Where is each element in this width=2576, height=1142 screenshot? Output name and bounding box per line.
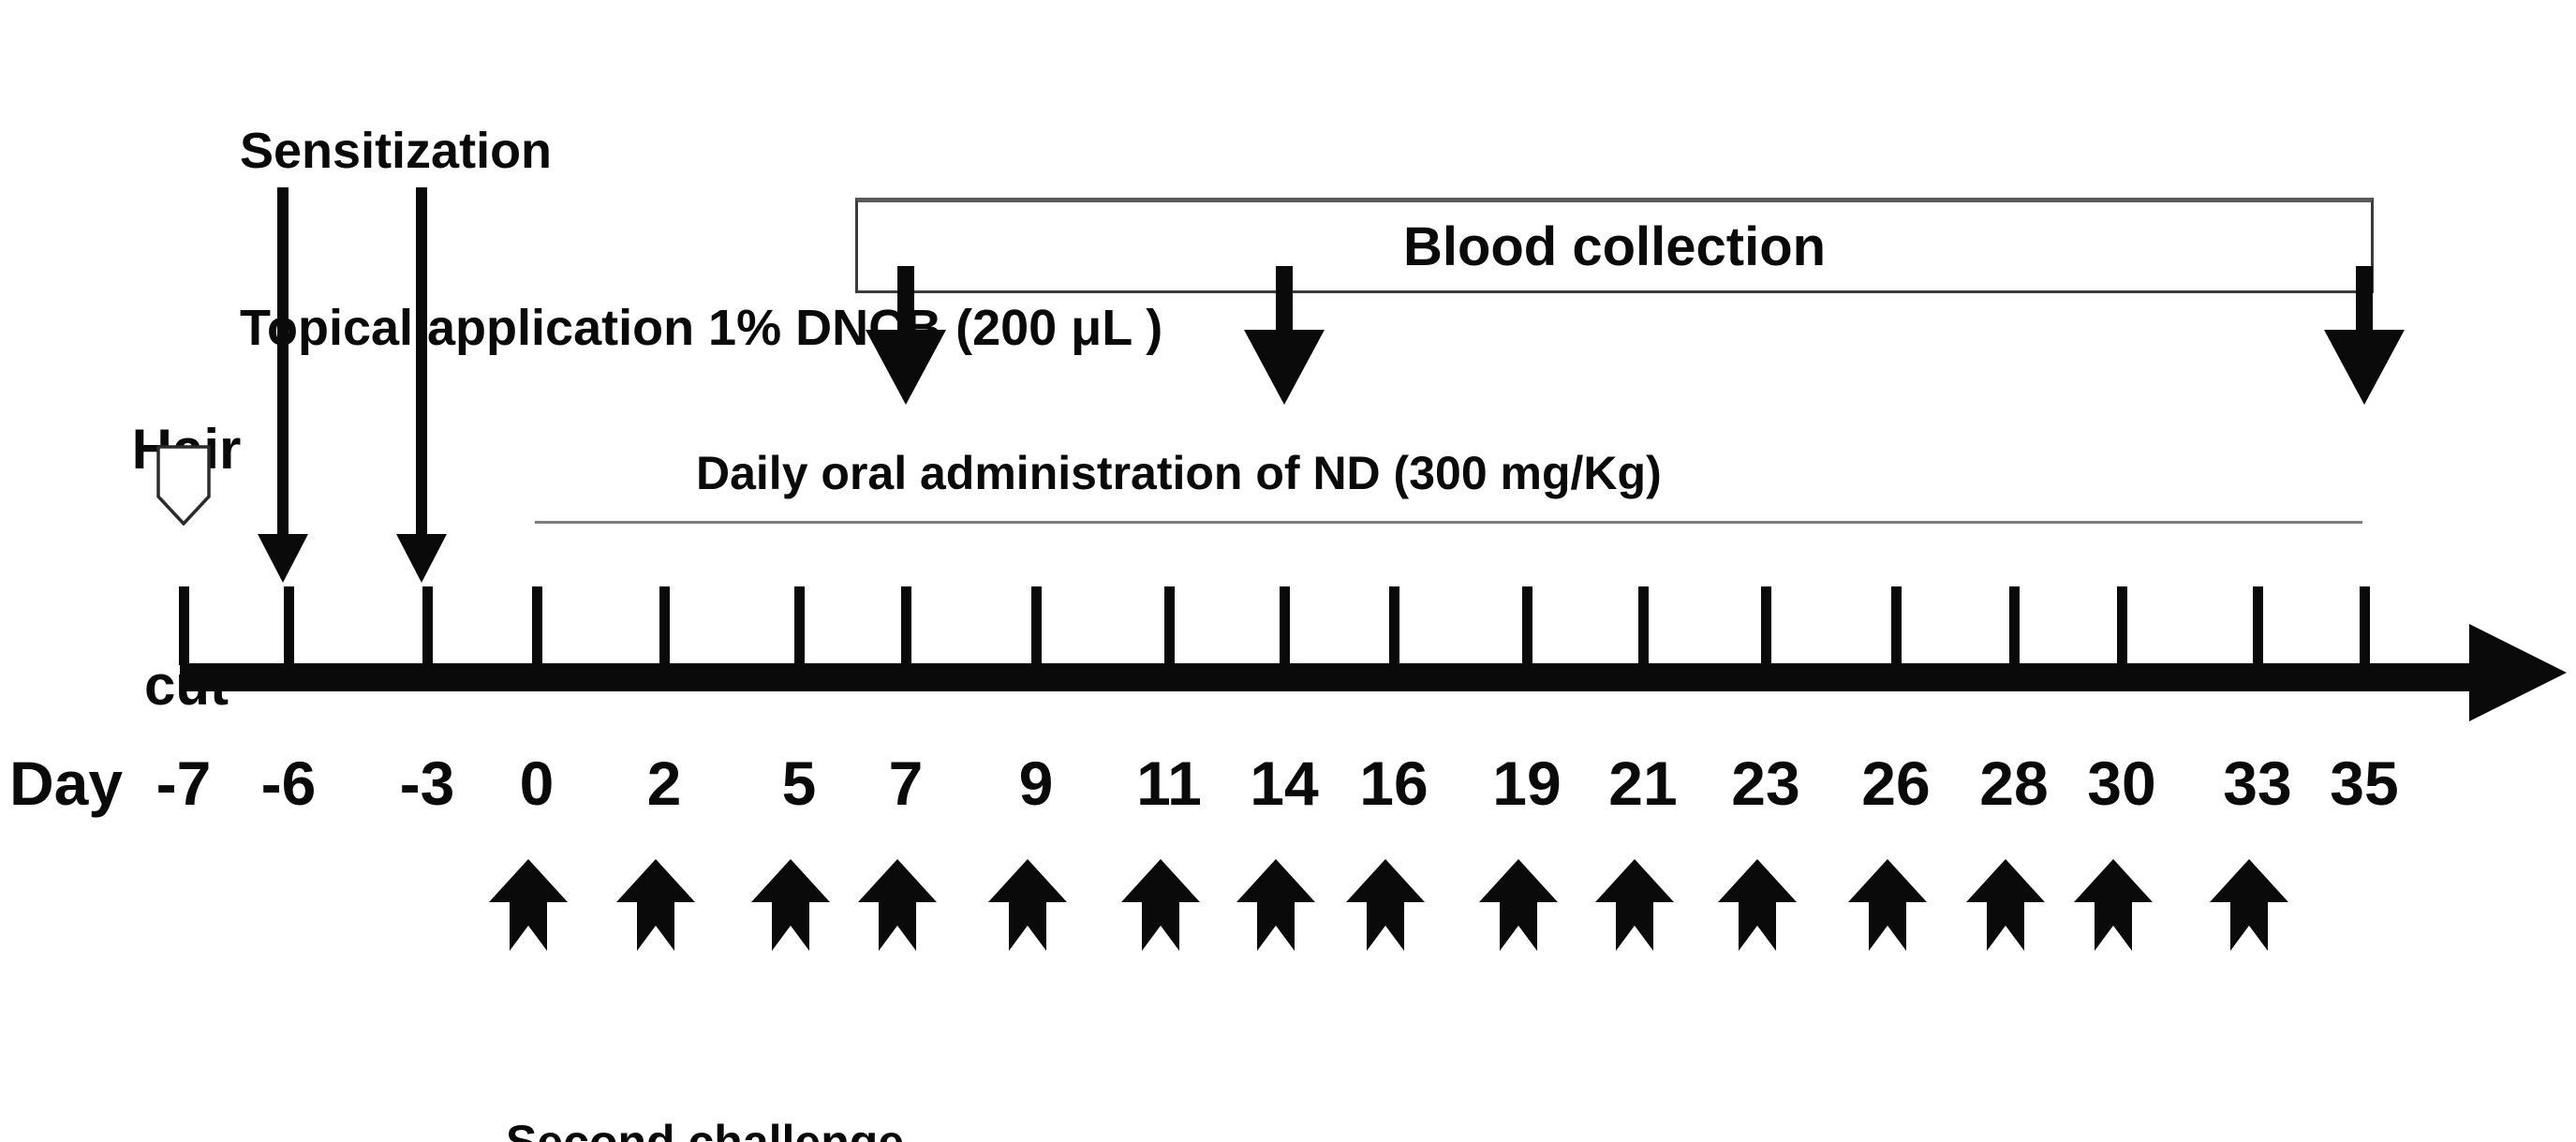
arrow-stem	[1276, 266, 1293, 334]
timeline-axis-bar	[180, 663, 2473, 691]
sensitization-title: Sensitization	[240, 123, 553, 179]
timeline-tick	[2360, 586, 2370, 665]
challenge-up-arrow-icon	[1848, 859, 1927, 951]
timeline-tick	[284, 586, 294, 665]
timeline-tick	[794, 586, 805, 665]
timeline-day-label: 19	[1492, 749, 1562, 818]
challenge-up-arrow-icon	[616, 859, 695, 951]
arrow-head	[1244, 330, 1325, 405]
day-axis-label: Day	[9, 749, 124, 818]
timeline-day-label: 26	[1861, 749, 1931, 818]
sensitization-caption: Sensitization Topical application 1% DNC…	[240, 4, 1162, 476]
timeline-day-label: 9	[1018, 749, 1054, 818]
blood-collection-label: Blood collection	[1402, 215, 1827, 277]
challenge-up-arrow-icon	[751, 859, 830, 951]
second-challenge-title: Second challenge	[506, 1116, 905, 1142]
timeline-day-label: -3	[399, 749, 455, 818]
timeline-day-label: 11	[1136, 749, 1202, 818]
sensitization-detail: Topical application 1% DNCB (200 μL )	[240, 300, 1163, 356]
arrow-head	[2324, 330, 2405, 405]
timeline-day-label: 28	[1979, 749, 2049, 818]
challenge-up-arrow-icon	[858, 859, 937, 951]
timeline-day-label: 30	[2087, 749, 2156, 818]
arrow-head	[866, 330, 946, 405]
challenge-up-arrow-icon	[1121, 859, 1200, 951]
challenge-up-arrow-icon	[1966, 859, 2045, 951]
timeline-day-label: -7	[155, 749, 212, 818]
arrow-head	[258, 534, 308, 583]
arrow-stem	[277, 187, 289, 541]
timeline-day-label: 7	[888, 749, 924, 818]
arrow-stem	[416, 187, 427, 541]
arrow-head	[396, 534, 447, 583]
challenge-up-arrow-icon	[2210, 859, 2288, 951]
arrow-stem	[2356, 266, 2373, 334]
sensitization-down-arrow-icon	[396, 187, 447, 583]
timeline-tick	[659, 586, 670, 665]
timeline-arrowhead-icon	[2469, 624, 2567, 721]
challenge-up-arrow-icon	[988, 859, 1067, 951]
timeline-day-label: 21	[1608, 749, 1678, 818]
hair-cut-marker-icon	[156, 445, 211, 526]
timeline-tick	[1280, 586, 1290, 665]
timeline-tick	[1891, 586, 1902, 665]
timeline-day-label: 16	[1359, 749, 1429, 818]
timeline-tick	[901, 586, 911, 665]
timeline-day-label: 23	[1731, 749, 1800, 818]
blood-collection-down-arrow-icon	[1244, 266, 1325, 405]
arrow-stem	[897, 266, 914, 334]
challenge-up-arrow-icon	[1346, 859, 1425, 951]
timeline-tick	[1389, 586, 1399, 665]
oral-administration-label: Daily oral administration of ND (300 mg/…	[696, 447, 1662, 499]
oral-administration-duration-line	[535, 521, 2362, 524]
timeline-day-label: 14	[1250, 749, 1319, 818]
timeline-tick	[422, 586, 433, 665]
timeline-tick	[1164, 586, 1175, 665]
timeline-day-label: 2	[646, 749, 682, 818]
blood-collection-down-arrow-icon	[2324, 266, 2405, 405]
blood-collection-box: Blood collection	[855, 198, 2374, 293]
timeline-tick	[2253, 586, 2263, 665]
timeline-tick	[1638, 586, 1649, 665]
timeline-day-label: 35	[2330, 749, 2399, 818]
timeline-tick	[179, 586, 189, 665]
timeline-day-label: 0	[519, 749, 555, 818]
challenge-up-arrow-icon	[1479, 859, 1558, 951]
challenge-up-arrow-icon	[489, 859, 568, 951]
timeline-tick	[1522, 586, 1532, 665]
timeline-tick	[2117, 586, 2127, 665]
timeline-tick	[1761, 586, 1771, 665]
challenge-up-arrow-icon	[1595, 859, 1674, 951]
challenge-up-arrow-icon	[1718, 859, 1797, 951]
blood-collection-down-arrow-icon	[866, 266, 946, 405]
sensitization-down-arrow-icon	[258, 187, 308, 583]
timeline-tick	[532, 586, 542, 665]
timeline-tick	[1031, 586, 1042, 665]
timeline-tick	[2009, 586, 2020, 665]
timeline-day-label: 5	[781, 749, 817, 818]
timeline-day-label: -6	[260, 749, 317, 818]
second-challenge-caption: Second challenge Topical application 0.4…	[506, 995, 1387, 1142]
timeline-day-label: 33	[2223, 749, 2292, 818]
challenge-up-arrow-icon	[1236, 859, 1315, 951]
challenge-up-arrow-icon	[2074, 859, 2153, 951]
